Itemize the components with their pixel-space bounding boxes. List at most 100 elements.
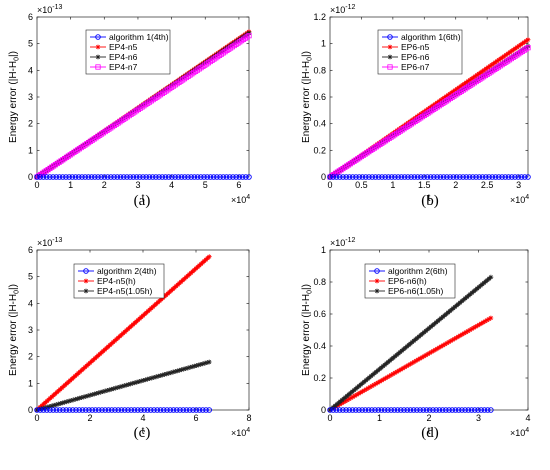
y-axis-label-main: Energy error (|H-H: [301, 294, 312, 376]
series-point: [69, 407, 76, 413]
series-point: [434, 174, 440, 180]
series-point: [204, 174, 210, 180]
series-point: [337, 402, 342, 407]
series-point: [457, 174, 463, 180]
series-point: [178, 174, 185, 180]
legend-marker: [374, 288, 380, 294]
series-point: [40, 407, 47, 413]
series-point: [404, 407, 410, 413]
series-point: [333, 407, 340, 413]
series-point: [486, 174, 492, 180]
series-point: [336, 174, 343, 180]
series-point: [172, 174, 178, 180]
series-point: [349, 407, 356, 413]
y-axis-label-tail: |): [8, 284, 19, 290]
x-exponent-label: ×104: [510, 427, 529, 438]
series-point: [482, 318, 488, 324]
series-point: [53, 174, 60, 180]
series-point: [187, 364, 193, 370]
series-point: [207, 174, 214, 180]
series-point: [118, 407, 125, 413]
series-point: [363, 386, 369, 392]
series-point: [83, 393, 89, 399]
series-point: [196, 407, 203, 413]
series-point: [102, 388, 108, 394]
y-axis-label: Energy error (|H-H0|): [8, 284, 21, 376]
x-tick-label: 0: [34, 413, 39, 423]
series-point: [408, 361, 413, 367]
series-point: [365, 385, 371, 391]
series-point: [478, 407, 484, 413]
series-point: [455, 334, 461, 340]
series-point: [450, 174, 457, 180]
series-point: [131, 407, 138, 413]
series-point: [525, 37, 531, 43]
series-point: [413, 358, 419, 364]
y-exponent-label: ×10-12: [330, 237, 356, 248]
series-point: [75, 396, 80, 402]
series-point: [484, 407, 491, 413]
series-point: [145, 376, 150, 382]
series-point: [367, 384, 373, 390]
series-point: [518, 174, 525, 180]
series-point: [486, 316, 492, 322]
series-point: [180, 407, 186, 413]
series-point: [509, 174, 515, 180]
series-point: [164, 371, 170, 377]
legend-marker: [374, 268, 380, 274]
series-point: [381, 407, 388, 413]
series-point: [113, 385, 119, 391]
series-point: [385, 374, 390, 380]
series-point: [130, 380, 136, 386]
series-point: [411, 174, 418, 180]
series-point: [34, 407, 40, 413]
series-point: [375, 174, 382, 180]
series-point: [373, 381, 379, 387]
y-tick-label: 0: [28, 172, 33, 182]
series-point: [385, 174, 392, 180]
series-point: [492, 174, 499, 180]
series-point: [379, 378, 385, 383]
series-point: [390, 371, 396, 377]
series-point: [362, 174, 369, 180]
series-point: [381, 376, 387, 382]
legend-entry: EP6-n7: [401, 62, 430, 72]
x-tick-label: 3: [135, 180, 140, 190]
series-point: [126, 382, 131, 387]
series-point: [183, 366, 189, 371]
legend-marker: [387, 34, 393, 40]
series-0: [327, 407, 494, 413]
series-point: [405, 174, 411, 180]
series-point: [356, 407, 362, 413]
series-point: [343, 174, 349, 180]
y-exponent-power: -13: [52, 4, 62, 11]
series-point: [40, 405, 46, 411]
series-point: [210, 174, 217, 180]
series-point: [358, 390, 364, 395]
series-point: [120, 174, 127, 180]
series-point: [372, 407, 378, 413]
series-point: [185, 365, 191, 371]
series-point: [68, 398, 74, 403]
series-point: [191, 363, 197, 369]
series-point: [62, 399, 68, 405]
series-point: [133, 174, 140, 180]
series-point: [369, 174, 375, 180]
y-tick-label: 0.4: [313, 119, 326, 129]
series-point: [66, 407, 73, 413]
series-point: [359, 174, 366, 180]
y-tick-label: 6: [28, 12, 33, 22]
series-point: [340, 407, 346, 413]
legend: algorithm 2(6th)EP6-n6(h)EP6-n6(1.05h): [364, 263, 456, 299]
series-point: [214, 174, 220, 180]
legend-marker: [374, 278, 380, 284]
series-point: [164, 407, 170, 413]
series-point: [346, 174, 353, 180]
series-point: [206, 254, 212, 260]
y-tick-label: 0.8: [313, 277, 326, 287]
series-point: [111, 174, 117, 180]
series-point: [88, 174, 95, 180]
series-point: [53, 407, 60, 413]
series-point: [105, 407, 112, 413]
series-point: [377, 379, 383, 384]
